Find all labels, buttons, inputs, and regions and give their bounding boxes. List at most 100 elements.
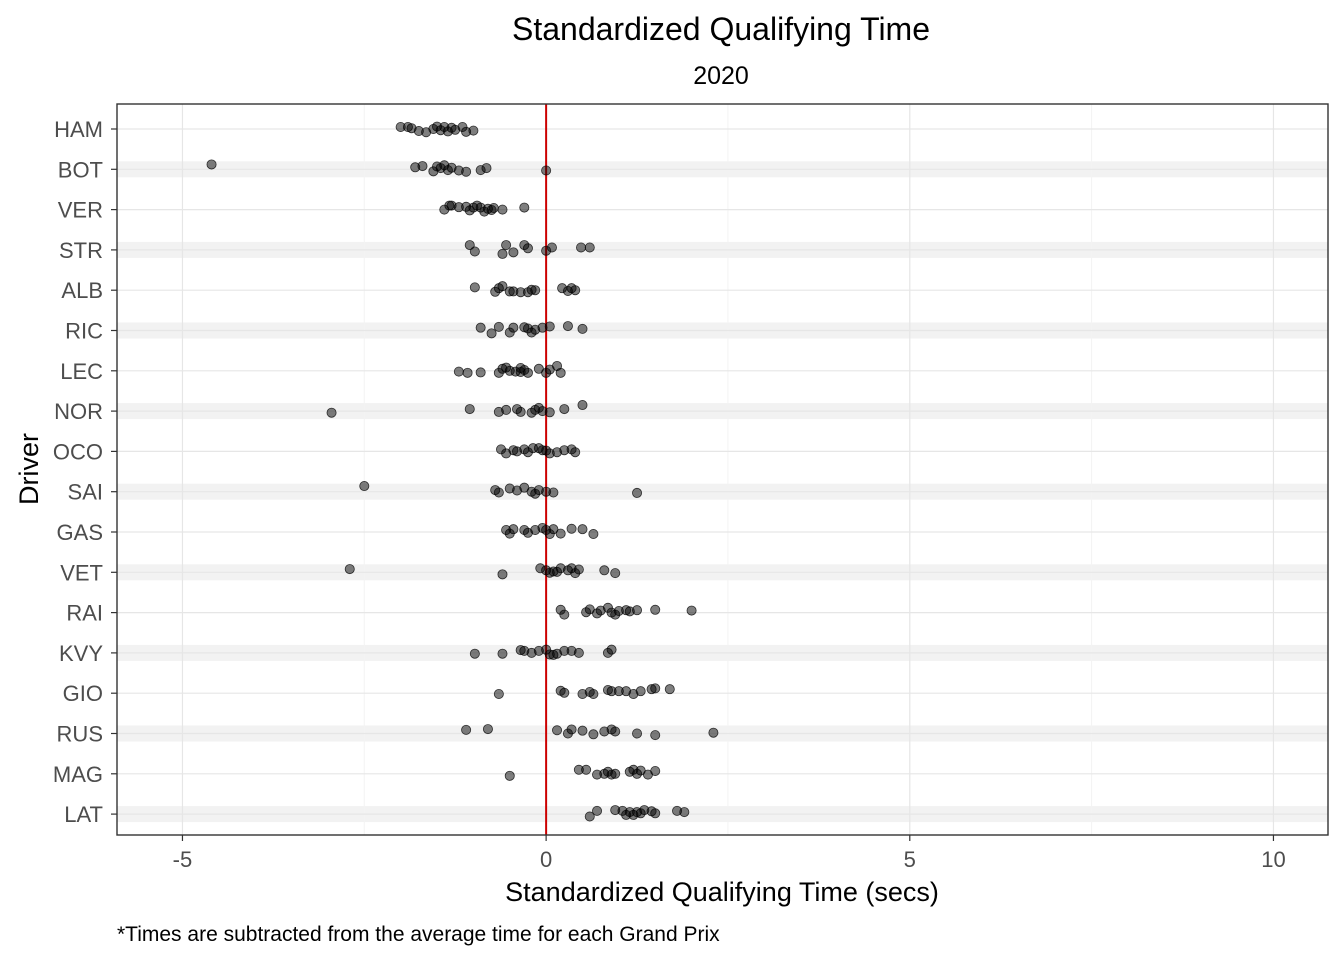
data-point-ver <box>488 202 499 213</box>
data-point-vet <box>610 568 621 579</box>
y-tick-label-mag: MAG <box>53 762 103 787</box>
y-tick-label-gas: GAS <box>57 520 103 545</box>
data-point-kvy <box>469 648 480 659</box>
data-point-rus <box>632 728 643 739</box>
data-point-mag <box>504 770 515 781</box>
data-point-gas <box>548 524 559 535</box>
data-point-gio <box>559 687 570 698</box>
y-tick-label-sai: SAI <box>68 480 103 505</box>
data-point-lat <box>650 808 661 819</box>
chart-subtitle: 2020 <box>693 62 749 90</box>
data-point-sai <box>632 487 643 498</box>
y-tick-label-ric: RIC <box>65 319 103 344</box>
x-tick-labels: -5 0 5 10 <box>173 847 1286 872</box>
data-point-bot <box>417 161 428 172</box>
data-point-kvy <box>606 644 617 655</box>
y-tick-label-alb: ALB <box>61 278 103 303</box>
data-point-gio <box>635 686 646 697</box>
data-point-ric <box>544 321 555 332</box>
data-point-gio <box>493 689 504 700</box>
data-point-alb <box>497 281 508 292</box>
data-point-gas <box>577 524 588 535</box>
chart-title: Standardized Qualifying Time <box>512 11 930 47</box>
data-point-mag <box>610 768 621 779</box>
data-point-sai <box>493 487 504 498</box>
x-tick-label: 10 <box>1261 847 1285 872</box>
data-point-nor <box>464 404 475 415</box>
y-tick-label-nor: NOR <box>54 399 103 424</box>
data-point-lat <box>679 807 690 818</box>
y-tick-label-bot: BOT <box>58 157 103 182</box>
data-point-gio <box>664 684 675 695</box>
x-tick-marks <box>181 835 1275 841</box>
data-point-str <box>576 242 587 253</box>
data-point-vet <box>497 569 508 580</box>
data-point-kvy <box>497 648 508 659</box>
data-point-bot <box>541 165 552 176</box>
data-point-lat <box>584 811 595 822</box>
data-point-mag <box>650 765 661 776</box>
data-point-lec <box>462 367 473 378</box>
data-point-lec <box>515 367 526 378</box>
data-point-str <box>522 243 533 254</box>
data-point-str <box>469 246 480 257</box>
y-tick-label-ver: VER <box>58 198 103 223</box>
data-points <box>206 121 719 822</box>
data-point-lat <box>592 805 603 816</box>
data-point-ver <box>497 204 508 215</box>
data-point-rus <box>552 725 563 736</box>
y-tick-label-rai: RAI <box>66 601 103 626</box>
data-point-alb <box>530 285 541 296</box>
data-point-gas <box>588 529 599 540</box>
panel-border <box>116 103 1329 836</box>
data-point-rai <box>559 609 570 620</box>
data-point-nor <box>515 406 526 417</box>
data-point-rus <box>482 724 493 735</box>
data-point-bot <box>461 166 472 177</box>
data-point-nor <box>501 404 512 415</box>
data-point-rai <box>650 604 661 615</box>
data-point-ric <box>562 321 573 332</box>
y-tick-labels: HAM BOT VER STR ALB RIC LEC NOR OCO SAI GAS VET RAI K… <box>53 117 103 827</box>
data-point-alb <box>570 285 581 296</box>
data-point-nor <box>577 400 588 411</box>
data-point-ric <box>508 322 519 333</box>
x-axis-label: Standardized Qualifying Time (secs) <box>505 877 939 907</box>
data-point-bot <box>206 159 217 170</box>
chart-caption: *Times are subtracted from the average t… <box>117 923 720 946</box>
y-tick-marks <box>111 128 117 815</box>
y-tick-label-lat: LAT <box>64 802 103 827</box>
y-tick-label-oco: OCO <box>53 439 103 464</box>
data-point-oco <box>570 447 581 458</box>
y-tick-label-vet: VET <box>60 560 103 585</box>
y-tick-label-gio: GIO <box>63 681 103 706</box>
y-axis-label: Driver <box>14 433 44 505</box>
data-point-lec <box>555 367 566 378</box>
y-tick-label-lec: LEC <box>60 359 103 384</box>
data-point-rus <box>610 726 621 737</box>
data-point-str <box>584 242 595 253</box>
y-tick-label-rus: RUS <box>57 722 103 747</box>
x-tick-label: 0 <box>540 847 552 872</box>
data-point-rus <box>577 725 588 736</box>
data-point-ric <box>475 322 486 333</box>
data-point-ric <box>493 321 504 332</box>
gridlines <box>117 104 1328 835</box>
data-point-str <box>497 248 508 259</box>
data-point-alb <box>469 282 480 293</box>
data-point-str <box>546 242 557 253</box>
data-point-rus <box>650 730 661 741</box>
data-point-ver <box>519 202 530 213</box>
data-point-rus <box>566 724 577 735</box>
data-point-sai <box>359 481 370 492</box>
y-tick-label-ham: HAM <box>54 117 103 142</box>
data-point-rus <box>588 729 599 740</box>
data-point-vet <box>573 564 584 575</box>
data-point-rus <box>461 724 472 735</box>
data-point-nor <box>326 407 337 418</box>
data-point-ric <box>577 323 588 334</box>
data-point-mag <box>581 764 592 775</box>
data-point-ric <box>486 328 497 339</box>
data-point-bot <box>481 163 492 174</box>
